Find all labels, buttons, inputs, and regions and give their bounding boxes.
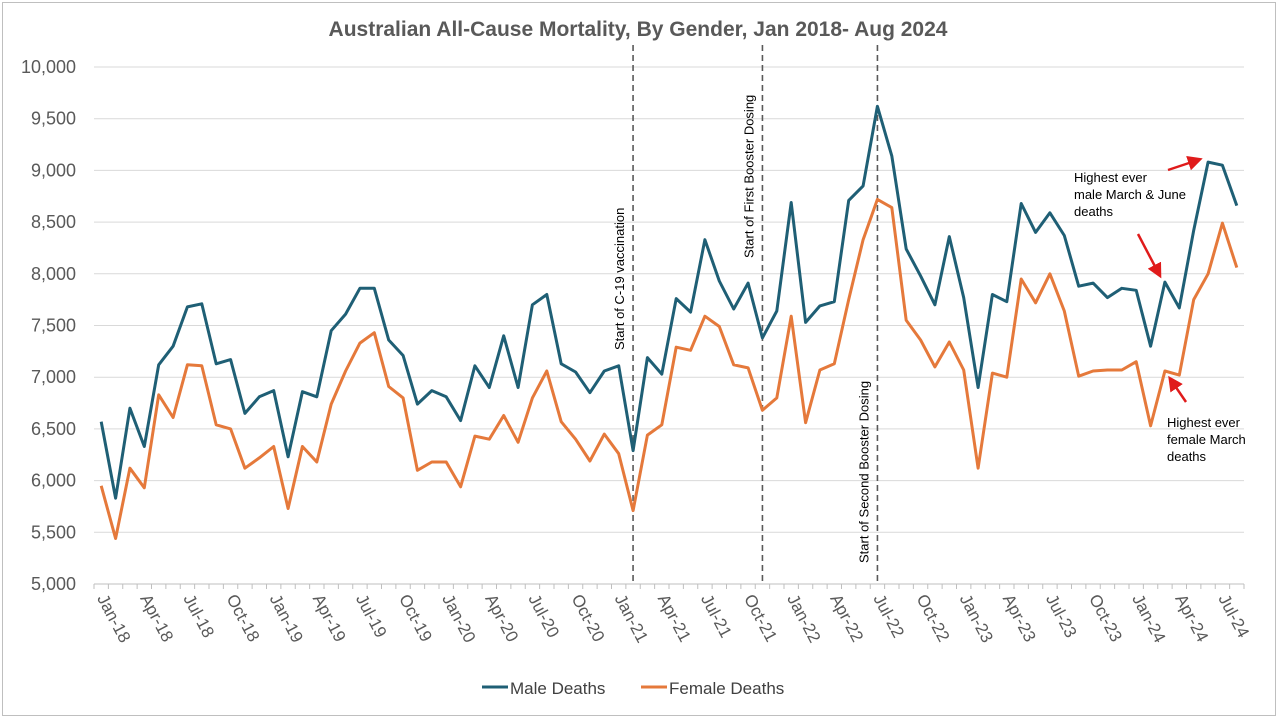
annotation-text: deaths xyxy=(1074,204,1114,219)
x-tick-label: Jan-18 xyxy=(93,591,134,646)
x-tick-label: Jan-22 xyxy=(783,591,824,646)
y-tick-label: 9,500 xyxy=(31,109,76,129)
x-tick-label: Jul-20 xyxy=(524,591,563,641)
x-tick-label: Apr-24 xyxy=(1171,591,1212,645)
annotation-arrow xyxy=(1136,233,1162,279)
x-tick-label: Oct-19 xyxy=(395,591,436,645)
x-tick-label: Jul-24 xyxy=(1214,591,1253,641)
y-tick-label: 6,500 xyxy=(31,419,76,439)
series-lines xyxy=(99,104,1239,540)
annotation-text: Highest ever xyxy=(1167,415,1241,430)
y-tick-label: 6,000 xyxy=(31,471,76,491)
annotation-arrow xyxy=(1168,375,1188,403)
y-tick-label: 5,000 xyxy=(31,574,76,594)
vertical-marker-label: Start of First Booster Dosing xyxy=(741,95,756,258)
x-tick-label: Jan-23 xyxy=(956,591,997,646)
y-axis-ticks: 5,000 5,500 6,000 6,500 7,000 7,500 8,000 8,500… xyxy=(21,57,76,594)
x-tick-label: Jul-22 xyxy=(869,591,908,641)
x-tick-label: Jul-23 xyxy=(1042,591,1081,641)
x-tick-label: Jul-21 xyxy=(697,591,736,641)
chart-title: Australian All-Cause Mortality, By Gende… xyxy=(328,18,948,41)
x-tick-label: Oct-20 xyxy=(568,591,609,645)
x-tick-label: Oct-22 xyxy=(913,591,954,645)
x-tick-label: Apr-20 xyxy=(481,591,522,645)
annotation-text: male March & June xyxy=(1074,187,1186,202)
vertical-marker-label: Start of Second Booster Dosing xyxy=(856,381,871,563)
x-tick-label: Apr-23 xyxy=(999,591,1040,645)
x-tick-label: Jan-20 xyxy=(438,591,479,646)
vertical-marker-label: Start of C-19 vaccination xyxy=(612,208,627,350)
legend-label: Female Deaths xyxy=(669,679,784,698)
x-tick-label: Jan-24 xyxy=(1128,591,1169,646)
x-tick-label: Jul-18 xyxy=(179,591,218,641)
legend-label: Male Deaths xyxy=(510,679,605,698)
x-tick-label: Apr-21 xyxy=(654,591,695,645)
x-tick-label: Jan-19 xyxy=(266,591,307,646)
vertical-markers: Start of C-19 vaccination Start of First … xyxy=(612,45,879,584)
gridlines xyxy=(94,66,1244,585)
y-tick-label: 7,500 xyxy=(31,316,76,336)
annotations: Highest ever male March & June deaths Highe… xyxy=(1074,156,1246,464)
male-deaths-line xyxy=(99,104,1239,500)
y-tick-label: 9,000 xyxy=(31,160,76,180)
y-tick-label: 5,500 xyxy=(31,522,76,542)
annotation-text: Highest ever xyxy=(1074,170,1148,185)
x-tick-label: Oct-23 xyxy=(1085,591,1126,645)
x-tick-label: Oct-18 xyxy=(223,591,264,645)
annotation-text: deaths xyxy=(1167,449,1207,464)
x-tick-label: Jan-21 xyxy=(611,591,652,646)
x-tick-label: Apr-22 xyxy=(826,591,867,645)
y-tick-label: 10,000 xyxy=(21,57,76,77)
female-deaths-line xyxy=(99,197,1239,540)
x-tick-label: Apr-18 xyxy=(136,591,177,645)
x-tick-label: Jul-19 xyxy=(352,591,391,641)
x-tick-label: Apr-19 xyxy=(309,591,350,645)
x-axis-ticks: Jan-18 Apr-18 Jul-18 Oct-18 Jan-19 Apr-19 Jul-… xyxy=(93,584,1253,646)
y-tick-label: 8,500 xyxy=(31,212,76,232)
annotation-arrow xyxy=(1167,156,1203,172)
y-tick-label: 7,000 xyxy=(31,367,76,387)
y-tick-label: 8,000 xyxy=(31,264,76,284)
legend: Male Deaths Female Deaths xyxy=(482,679,784,698)
annotation-text: female March xyxy=(1167,432,1246,447)
x-tick-label: Oct-21 xyxy=(740,591,781,645)
